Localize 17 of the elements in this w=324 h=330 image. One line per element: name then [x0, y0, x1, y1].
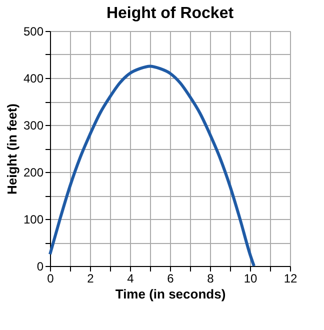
y-tick-label: 500: [23, 24, 44, 38]
y-tick-label: 0: [36, 260, 44, 274]
x-tick-label: 6: [167, 272, 174, 286]
x-tick-label: 10: [244, 272, 258, 286]
x-tick-label: 12: [284, 272, 298, 286]
y-tick-label: 400: [23, 72, 44, 86]
y-axis-title: Height (in feet): [4, 104, 20, 194]
line-series: [48, 64, 256, 268]
x-tick-label: 0: [47, 272, 54, 286]
chart-title: Height of Rocket: [106, 5, 234, 22]
y-tick-label: 100: [23, 212, 44, 226]
x-tick-label: 2: [87, 272, 94, 286]
x-tick-label: 8: [207, 272, 214, 286]
y-tick-label: 200: [23, 166, 44, 180]
x-axis-title: Time (in seconds): [115, 286, 226, 302]
y-tick-label: 300: [23, 118, 44, 132]
x-tick-label: 4: [127, 272, 134, 286]
